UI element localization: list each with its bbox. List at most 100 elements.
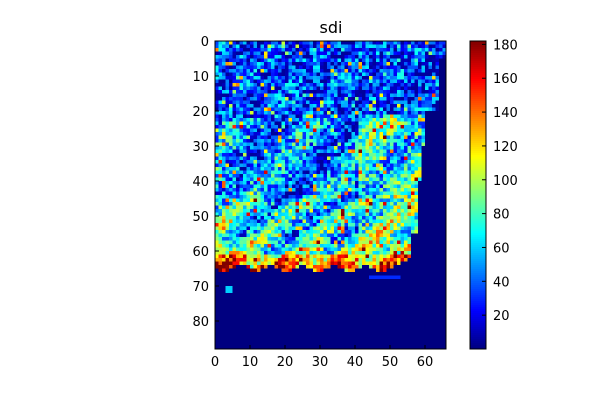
heatmap-cell [421,90,426,94]
heatmap-cell [414,135,419,140]
heatmap-cell [285,83,289,87]
heatmap-cell [351,104,356,108]
heatmap-cell [218,58,223,63]
heatmap-cell [316,237,321,241]
heatmap-cell [264,296,268,301]
heatmap-cell [215,205,219,210]
heatmap-cell [257,286,261,290]
heatmap-cell [225,107,230,112]
heatmap-cell [425,209,429,213]
heatmap-cell [246,76,251,80]
heatmap-cell [376,191,380,196]
heatmap-cell [243,163,247,168]
heatmap-cell [386,114,391,119]
heatmap-cell [215,286,219,290]
heatmap-cell [411,118,415,122]
heatmap-cell [411,188,415,192]
heatmap-cell [337,146,342,150]
heatmap-cell [393,114,398,119]
heatmap-cell [330,128,335,133]
heatmap-cell [292,118,296,122]
heatmap-cell [250,114,254,119]
heatmap-cell [372,181,377,185]
heatmap-cell [439,146,443,150]
heatmap-cell [236,272,240,276]
heatmap-cell [372,191,377,196]
heatmap-cell [432,202,436,206]
heatmap-cell [341,265,345,269]
heatmap-cell [414,289,419,294]
heatmap-cell [432,212,436,217]
heatmap-cell [421,223,426,227]
heatmap-cell [442,121,447,126]
heatmap-cell [348,282,352,287]
heatmap-cell [232,118,237,122]
heatmap-cell [299,104,303,108]
heatmap-cell [264,202,268,206]
heatmap-cell [292,177,296,182]
heatmap-cell [274,205,279,210]
heatmap-cell [309,107,314,112]
heatmap-cell [295,156,300,161]
heatmap-cell [316,153,321,157]
heatmap-cell [390,86,394,91]
heatmap-cell [281,128,286,133]
heatmap-cell [292,261,296,266]
heatmap-cell [439,104,443,108]
heatmap-cell [435,268,440,273]
heatmap-cell [250,125,254,129]
heatmap-cell [260,293,265,297]
heatmap-cell [365,265,370,269]
heatmap-cell [386,135,391,140]
heatmap-cell [271,142,275,147]
heatmap-cell [246,237,251,241]
heatmap-cell [393,58,398,63]
heatmap-cell [295,44,300,49]
heatmap-cell [295,293,300,297]
heatmap-cell [236,114,240,119]
heatmap-cell [393,268,398,273]
heatmap-cell [418,230,422,234]
heatmap-cell [428,254,433,259]
heatmap-cell [379,258,384,262]
heatmap-cell [414,100,419,105]
heatmap-cell [288,153,293,157]
heatmap-cell [215,69,219,73]
heatmap-cell [418,247,422,252]
heatmap-cell [428,289,433,294]
heatmap-cell [271,219,275,224]
heatmap-cell [435,132,440,136]
heatmap-cell [393,44,398,49]
heatmap-cell [299,153,303,157]
heatmap-cell [299,240,303,245]
heatmap-cell [250,191,254,196]
heatmap-cell [281,86,286,91]
heatmap-cell [225,125,230,129]
heatmap-cell [260,191,265,196]
heatmap-cell [222,139,226,143]
heatmap-cell [337,279,342,283]
heatmap-cell [358,125,363,129]
heatmap-cell [232,296,237,301]
heatmap-cell [274,202,279,206]
heatmap-cell [365,202,370,206]
heatmap-cell [327,69,331,73]
heatmap-cell [253,153,258,157]
heatmap-cell [292,41,296,45]
heatmap-cell [278,93,282,98]
heatmap-cell [435,289,440,294]
heatmap-cell [257,272,261,276]
heatmap-cell [253,244,258,248]
heatmap-cell [442,160,447,164]
heatmap-cell [362,51,366,56]
heatmap-cell [292,282,296,287]
heatmap-cell [257,195,261,199]
heatmap-cell [362,174,366,178]
heatmap-cell [288,275,293,280]
heatmap-cell [442,111,447,115]
heatmap-cell [397,279,401,283]
heatmap-cell [288,55,293,59]
heatmap-cell [222,160,226,164]
heatmap-cell [418,240,422,245]
heatmap-cell [411,86,415,91]
